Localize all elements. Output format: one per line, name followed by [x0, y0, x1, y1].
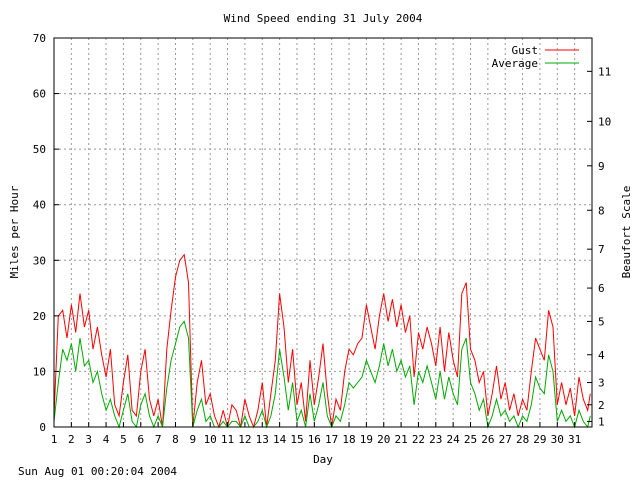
x-tick-label: 11 [221, 433, 234, 446]
x-axis-ticks: 1 2 3 4 5 6 7 8 9 10 11 12 13 14 15 16 17 18 19 20 21 22 23 24 2… [51, 422, 581, 446]
x-tick-label: 26 [481, 433, 494, 446]
x-tick-label: 15 [290, 433, 303, 446]
x-tick-label: 28 [516, 433, 529, 446]
x-axis-label: Day [313, 453, 333, 466]
x-tick-label: 27 [499, 433, 512, 446]
y-axis-label: Miles per Hour [8, 185, 21, 278]
beaufort-tick-label: 4 [598, 349, 605, 362]
beaufort-tick-label: 7 [598, 243, 605, 256]
x-tick-label: 3 [85, 433, 92, 446]
beaufort-tick-label: 5 [598, 315, 605, 328]
chart-title: Wind Speed ending 31 July 2004 [224, 12, 423, 25]
series-gust-line [53, 253, 591, 429]
x-tick-label: 30 [551, 433, 564, 446]
x-tick-label: 17 [325, 433, 338, 446]
y-tick-label: 50 [33, 143, 46, 156]
x-tick-label: 1 [51, 433, 58, 446]
plot-frame [53, 37, 593, 428]
y-tick-label: 40 [33, 199, 46, 212]
x-tick-label: 20 [377, 433, 390, 446]
x-tick-label: 29 [533, 433, 546, 446]
beaufort-tick-label: 3 [598, 377, 605, 390]
x-tick-label: 7 [155, 433, 162, 446]
y-tick-label: 20 [33, 310, 46, 323]
beaufort-tick-label: 9 [598, 160, 605, 173]
x-tick-label: 22 [412, 433, 425, 446]
y-axis-ticks: 0 10 20 30 40 50 60 70 [33, 32, 59, 434]
x-tick-label: 13 [256, 433, 269, 446]
x-tick-label: 9 [190, 433, 197, 446]
beaufort-axis-ticks: 1 2 3 4 5 6 7 8 9 10 11 [587, 65, 611, 428]
x-tick-label: 18 [342, 433, 355, 446]
x-tick-label: 21 [394, 433, 407, 446]
series-layer [53, 253, 591, 429]
y-tick-label: 0 [39, 421, 46, 434]
beaufort-tick-label: 2 [598, 399, 605, 412]
x-tick-label: 24 [447, 433, 461, 446]
x-tick-label: 23 [429, 433, 442, 446]
y2-axis-label: Beaufort Scale [620, 186, 633, 279]
y-tick-label: 70 [33, 32, 46, 45]
x-tick-label: 16 [308, 433, 321, 446]
x-tick-label: 12 [238, 433, 251, 446]
x-tick-label: 10 [204, 433, 217, 446]
x-tick-label: 5 [120, 433, 127, 446]
legend-label-gust: Gust [512, 44, 539, 57]
x-tick-label: 14 [273, 433, 287, 446]
x-tick-label: 8 [172, 433, 179, 446]
legend-label-average: Average [492, 57, 538, 70]
y-tick-label: 60 [33, 88, 46, 101]
x-tick-label: 25 [464, 433, 477, 446]
x-tick-label: 2 [68, 433, 75, 446]
x-tick-label: 31 [568, 433, 581, 446]
x-tick-label: 19 [360, 433, 373, 446]
y-tick-label: 30 [33, 254, 46, 267]
grid-lines [54, 38, 592, 427]
y-tick-label: 10 [33, 365, 46, 378]
x-tick-label: 6 [137, 433, 144, 446]
x-tick-label: 4 [103, 433, 110, 446]
beaufort-tick-label: 10 [598, 115, 611, 128]
beaufort-tick-label: 11 [598, 65, 611, 78]
beaufort-tick-label: 6 [598, 282, 605, 295]
beaufort-tick-label: 8 [598, 204, 605, 217]
beaufort-tick-label: 1 [598, 415, 605, 428]
series-average-line [53, 320, 591, 429]
timestamp-footer: Sun Aug 01 00:20:04 2004 [18, 465, 177, 478]
